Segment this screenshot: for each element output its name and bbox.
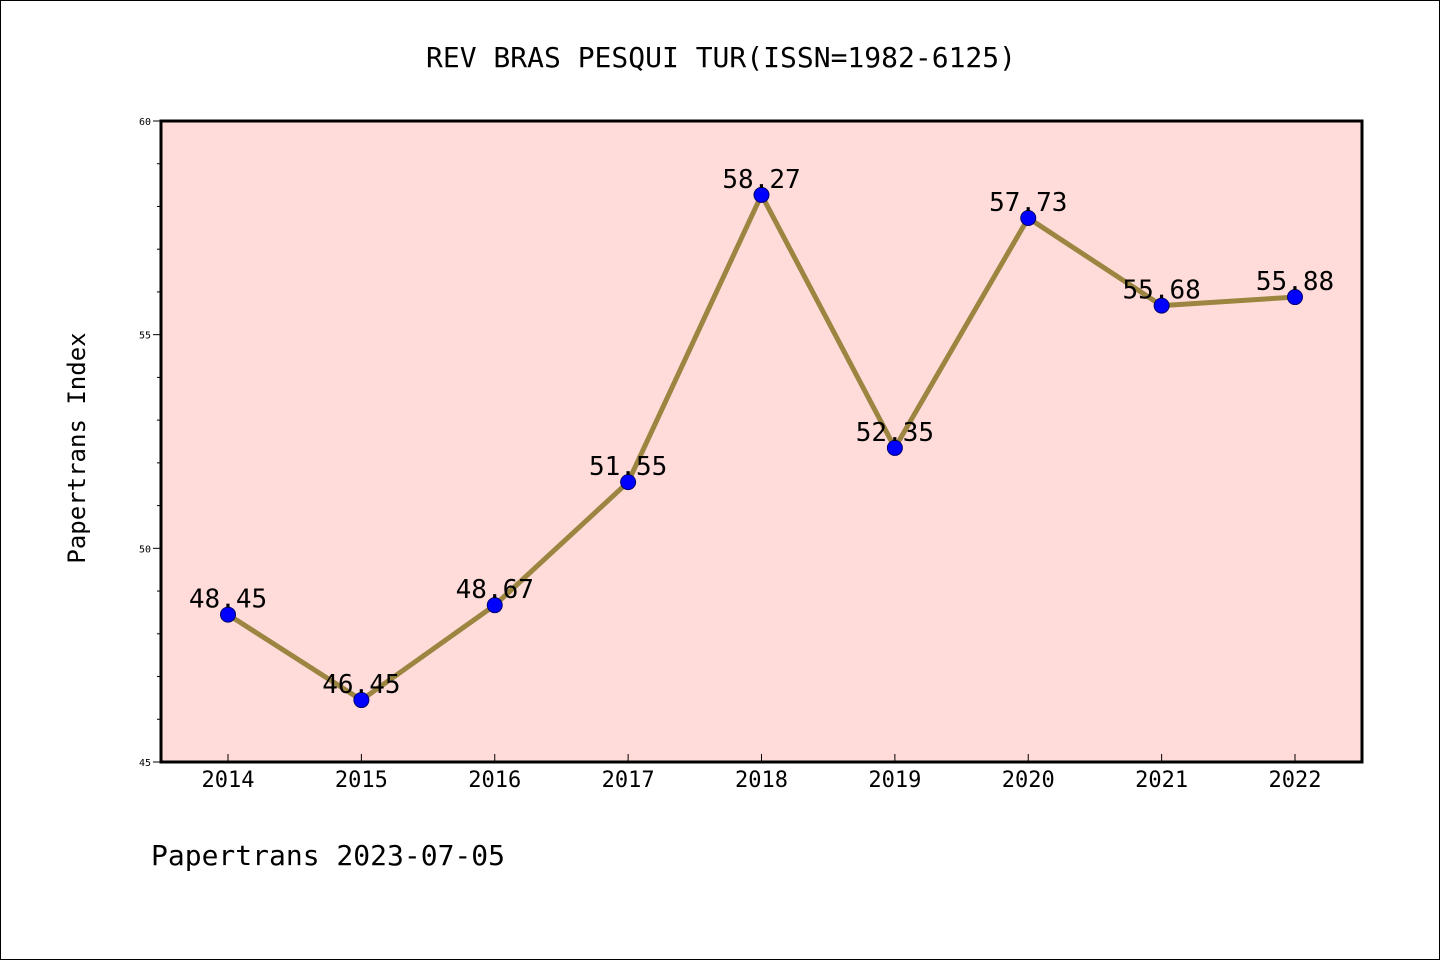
data-point [1153, 297, 1170, 314]
data-point [1287, 289, 1303, 306]
data-label: 48.45 [189, 585, 267, 615]
data-label: 51.55 [589, 452, 667, 482]
x-tick-label: 2022 [1269, 768, 1322, 793]
data-label: 46.45 [322, 670, 400, 700]
x-tick-label: 2020 [1002, 768, 1055, 793]
data-point [1020, 210, 1037, 227]
data-label: 48.67 [456, 575, 534, 605]
y-axis-ticks: 45 50 55 60 [139, 117, 161, 769]
y-tick-label: 55 [139, 331, 151, 342]
x-tick-label: 2017 [602, 768, 655, 793]
data-point [753, 186, 770, 203]
x-tick-label: 2016 [468, 768, 521, 793]
data-labels: 48.45 46.45 48.67 51.55 58.27 52.35 57.73 55.68… [189, 165, 1334, 700]
y-tick-label: 45 [139, 758, 151, 769]
y-tick-label: 60 [139, 117, 151, 128]
x-tick-label: 2014 [202, 768, 255, 793]
x-tick-label: 2019 [868, 768, 921, 793]
data-point [353, 692, 370, 709]
footer-text: Papertrans 2023-07-05 [151, 839, 505, 872]
chart-title: REV BRAS PESQUI TUR(ISSN=1982-6125) [426, 41, 1016, 74]
data-label: 55.68 [1122, 276, 1200, 306]
x-tick-label: 2018 [735, 768, 788, 793]
data-point [886, 439, 903, 456]
data-point [486, 597, 503, 614]
data-points [220, 186, 1303, 709]
y-axis-label: Papertrans Index [63, 332, 91, 563]
data-point [620, 474, 637, 491]
data-label: 57.73 [989, 188, 1067, 218]
data-point [220, 606, 236, 623]
plot-area [161, 121, 1362, 762]
plot-frame [159, 119, 1364, 764]
x-tick-label: 2021 [1135, 768, 1188, 793]
x-tick-label: 2015 [335, 768, 388, 793]
data-label: 52.35 [856, 418, 934, 448]
data-label: 55.88 [1256, 267, 1334, 297]
y-tick-label: 50 [139, 544, 151, 555]
data-label: 58.27 [722, 165, 800, 195]
x-axis-ticks: 2014 2015 2016 2017 2018 2019 2020 2021 2022 [202, 754, 1322, 793]
